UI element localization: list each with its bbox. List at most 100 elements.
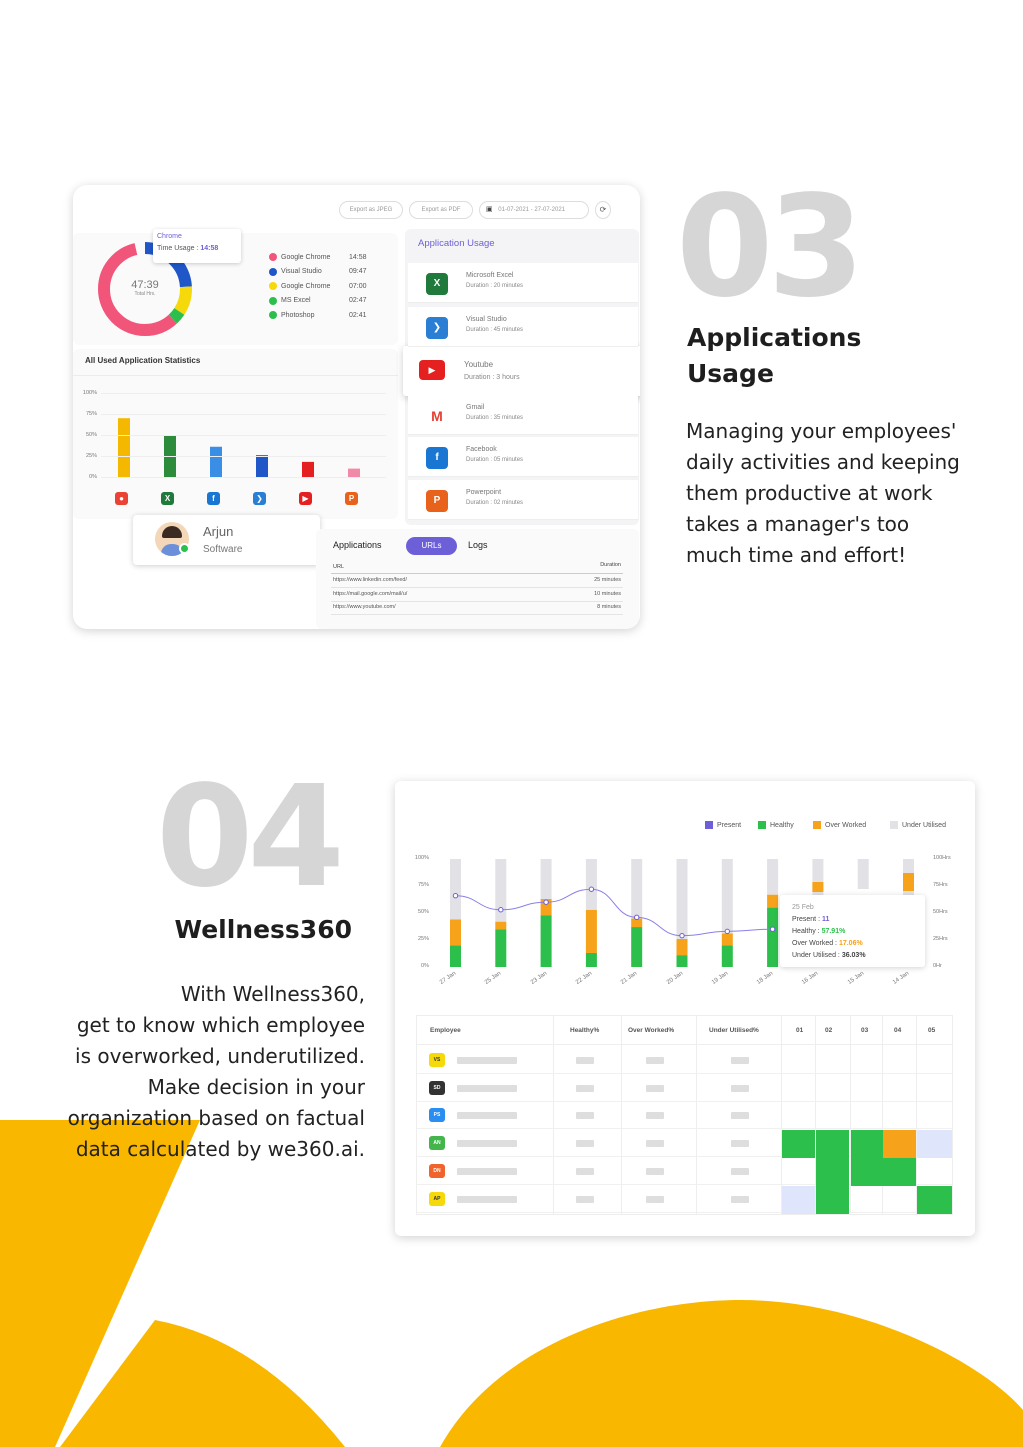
tooltip-app: Chrome: [157, 233, 182, 240]
right-axis-label: 75Hrs: [933, 882, 948, 888]
tooltip-present-label: Present :: [792, 916, 821, 923]
user-card[interactable]: Arjun Software: [133, 515, 320, 565]
heatmap-cell: [816, 1157, 849, 1186]
user-role: Software: [203, 544, 243, 555]
app-duration: Duration : 45 minutes: [466, 327, 524, 333]
date-range-picker[interactable]: ▣ 01-07-2021 - 27-07-2021: [479, 201, 589, 219]
tooltip-usage: Time Usage : 14:58: [157, 245, 237, 252]
table-row[interactable]: [417, 1186, 952, 1213]
app-item-visual-studio[interactable]: ❯ Visual Studio Duration : 45 minutes: [408, 307, 638, 347]
legend-name: Photoshop: [281, 311, 315, 319]
app-usage-dashboard: Export as JPEG Export as PDF ▣ 01-07-202…: [73, 185, 640, 629]
axis-tick-label: 50%: [85, 432, 97, 438]
table-header-cell: Under Utilised%: [709, 1027, 759, 1034]
grid-line: [101, 435, 386, 436]
donut-subtitle: Total Hrs.: [134, 291, 156, 297]
present-point: [452, 893, 459, 899]
right-axis-label: 25Hrs: [933, 936, 948, 942]
stacked-bar-segment: [721, 933, 733, 946]
date-range-text: 01-07-2021 - 27-07-2021: [498, 207, 566, 213]
column-divider: [815, 1015, 816, 1215]
app-name: Gmail: [466, 404, 485, 411]
tab-applications[interactable]: Applications: [333, 540, 382, 550]
legend-time: 14:58: [349, 253, 367, 261]
duration-column-header: Duration: [600, 562, 621, 568]
app-name: Powerpoint: [466, 489, 502, 496]
tab-urls[interactable]: URLs: [406, 537, 457, 555]
table-header-cell: 04: [894, 1027, 902, 1034]
legend-item: Healthy: [758, 821, 794, 829]
url-link[interactable]: https://www.linkedin.com/feed/: [333, 577, 407, 583]
calendar-icon: ▣: [486, 206, 493, 213]
overworked-placeholder: [646, 1140, 664, 1148]
online-status-icon: [179, 543, 190, 554]
right-axis-label: 50Hrs: [933, 909, 948, 915]
tooltip-under-label: Under Utilised :: [792, 952, 840, 959]
table-header-cell: 02: [825, 1027, 833, 1034]
table-header-cell: Employee: [430, 1027, 461, 1034]
legend-item: Visual Studio 09:47: [269, 267, 369, 276]
table-row[interactable]: [417, 1047, 952, 1074]
youtube-icon: ▶: [299, 492, 312, 505]
present-point: [724, 928, 730, 935]
table-row[interactable]: [417, 1102, 952, 1130]
present-point: [634, 914, 640, 921]
refresh-icon[interactable]: ⟳: [595, 201, 611, 219]
export-pdf-button[interactable]: Export as PDF: [409, 201, 473, 219]
stats-bar: [118, 418, 130, 477]
stacked-bar-segment: [631, 859, 643, 919]
stats-divider: [73, 375, 398, 376]
stacked-bar-segment: [721, 945, 733, 967]
desc-line: Make decision in your: [147, 1075, 365, 1099]
table-header-cell: 03: [861, 1027, 869, 1034]
table-header-divider: [416, 1044, 953, 1045]
stacked-bar-segment: [721, 859, 733, 934]
present-point: [679, 932, 685, 939]
table-row[interactable]: [417, 1075, 952, 1102]
facebook-icon: f: [426, 447, 448, 469]
underutilised-placeholder: [731, 1084, 749, 1092]
export-jpeg-button[interactable]: Export as JPEG: [339, 201, 403, 219]
yellow-decor-triangle: [0, 1120, 200, 1447]
legend-label: Present: [717, 821, 742, 829]
healthy-placeholder: [576, 1084, 594, 1092]
app-item-facebook[interactable]: f Facebook Duration : 05 minutes: [408, 437, 638, 477]
section-4-description: With Wellness360, get to know which empl…: [30, 979, 365, 1165]
desc-line: With Wellness360,: [180, 982, 365, 1006]
table-row[interactable]: [417, 1130, 952, 1158]
vscode-icon: ❯: [426, 317, 448, 339]
stacked-bar-segment: [631, 918, 643, 928]
right-axis-label: 0Hr: [933, 963, 942, 969]
app-item-gmail[interactable]: M Gmail Duration : 35 minutes: [408, 395, 638, 435]
app-duration: Duration : 35 minutes: [466, 415, 524, 421]
url-link[interactable]: https://www.youtube.com/: [333, 604, 396, 610]
app-item-youtube-highlight[interactable]: ▶ Youtube Duration : 3 hours: [403, 346, 640, 396]
heatmap-cell: [883, 1157, 916, 1186]
left-axis-label: 0%: [421, 963, 429, 969]
tab-logs[interactable]: Logs: [468, 540, 488, 550]
url-duration: 8 minutes: [597, 604, 621, 610]
stacked-bar-segment: [585, 909, 597, 953]
desc-line: daily activities and keeping: [686, 450, 960, 474]
yellow-decor-quarter: [60, 1320, 345, 1447]
legend-name: Google Chrome: [281, 253, 331, 261]
table-row[interactable]: [417, 1158, 952, 1185]
stacked-bar-segment: [631, 927, 643, 967]
tooltip-under-value: 36.03%: [841, 952, 866, 959]
legend-label: Healthy: [770, 821, 794, 829]
excel-icon: X: [426, 273, 448, 295]
section-3-title: Applications Usage: [687, 320, 861, 392]
app-duration: Duration : 02 minutes: [466, 500, 524, 506]
app-item-microsoft-excel[interactable]: X Microsoft Excel Duration : 20 minutes: [408, 263, 638, 303]
stats-title: All Used Application Statistics: [85, 356, 201, 365]
app-item-powerpoint[interactable]: P Powerpoint Duration : 02 minutes: [408, 480, 638, 520]
overworked-placeholder: [646, 1112, 664, 1120]
stacked-bar-segment: [676, 859, 688, 939]
legend-name: MS Excel: [281, 297, 311, 304]
healthy-placeholder: [576, 1140, 594, 1148]
left-axis-label: 75%: [417, 882, 429, 888]
app-name: Facebook: [466, 446, 497, 453]
url-link[interactable]: https://mail.google.com/mail/u/: [333, 590, 408, 597]
section-number-03: 03: [676, 166, 865, 329]
legend-item: Present: [705, 821, 741, 829]
